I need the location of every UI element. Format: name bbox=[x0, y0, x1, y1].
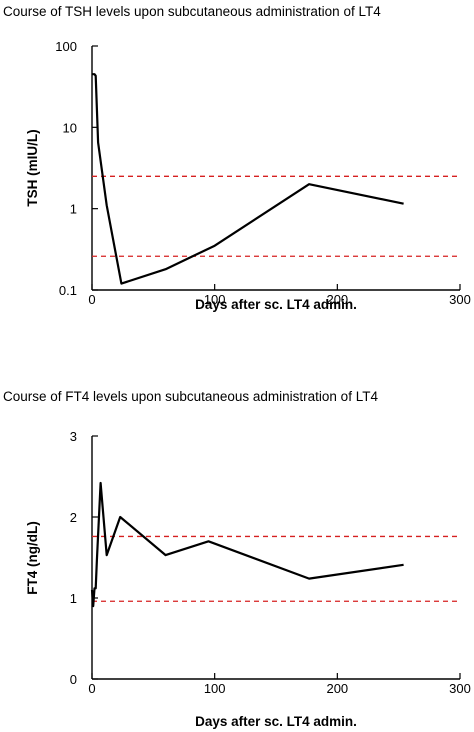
y-tick-label: 1 bbox=[70, 591, 77, 606]
ft4-chart-title: Course of FT4 levels upon subcutaneous a… bbox=[3, 389, 378, 404]
y-tick-label: 100 bbox=[55, 39, 77, 54]
x-tick-label: 100 bbox=[204, 292, 226, 307]
tsh-chart-title: Course of TSH levels upon subcutaneous a… bbox=[3, 4, 381, 19]
x-tick-label: 300 bbox=[449, 681, 471, 696]
series-line bbox=[92, 73, 404, 285]
x-tick-label: 0 bbox=[88, 292, 95, 307]
y-tick-label: 0 bbox=[70, 672, 77, 687]
x-tick-label: 300 bbox=[449, 292, 471, 307]
x-tick-label: 200 bbox=[326, 292, 348, 307]
y-tick-label: 10 bbox=[63, 120, 77, 135]
series-line bbox=[90, 481, 404, 608]
x-tick-label: 100 bbox=[204, 681, 226, 696]
ft4-y-axis-label: FT4 (ng/dL) bbox=[25, 521, 40, 594]
ft4-chart: Course of FT4 levels upon subcutaneous a… bbox=[3, 389, 471, 729]
tsh-y-axis-label: TSH (mIU/L) bbox=[25, 129, 40, 206]
ft4-x-axis-label: Days after sc. LT4 admin. bbox=[195, 714, 357, 729]
x-tick-label: 200 bbox=[326, 681, 348, 696]
y-tick-label: 3 bbox=[70, 429, 77, 444]
tsh-chart: Course of TSH levels upon subcutaneous a… bbox=[3, 4, 471, 312]
y-tick-label: 1 bbox=[70, 202, 77, 217]
y-tick-label: 0.1 bbox=[59, 283, 77, 298]
y-tick-label: 2 bbox=[70, 510, 77, 525]
tsh-x-axis-label: Days after sc. LT4 admin. bbox=[195, 297, 357, 312]
x-tick-label: 0 bbox=[88, 681, 95, 696]
